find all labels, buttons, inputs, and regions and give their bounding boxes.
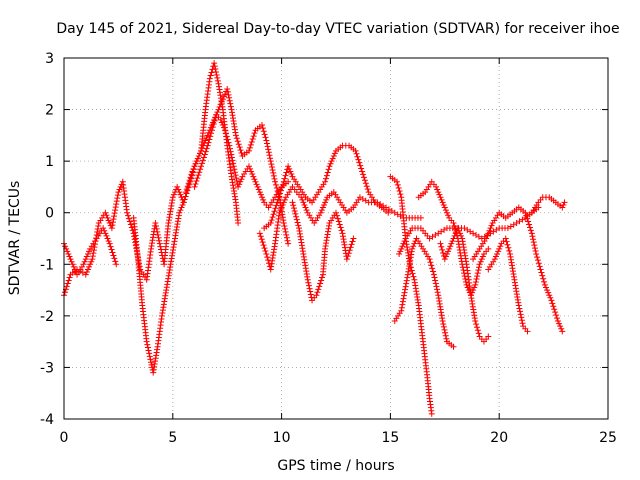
series-arc-16 [528, 194, 568, 216]
series-arc-14 [470, 204, 566, 335]
series-arc-5 [191, 111, 292, 211]
y-tick-label: 0 [45, 206, 54, 222]
x-tick-label: 5 [168, 430, 177, 446]
data-point-markers [528, 194, 568, 216]
x-tick-label: 0 [60, 430, 69, 446]
series-arc-12 [437, 225, 492, 345]
data-point-markers [191, 111, 292, 211]
y-tick-label: -4 [40, 412, 54, 428]
plot-frame [63, 57, 609, 420]
x-tick-label: 20 [490, 430, 508, 446]
series-marks [61, 60, 568, 417]
y-axis-label: SDTVAR / TECUs [7, 181, 23, 296]
ticks: 0 5 10 15 20 25 -4 -3 -2 -1 0 1 2 3 [40, 51, 617, 446]
x-tick-label: 10 [273, 430, 291, 446]
data-point-markers [130, 60, 242, 376]
y-tick-label: -1 [40, 257, 54, 273]
data-point-markers [261, 142, 392, 232]
data-point-markers [485, 235, 531, 335]
series-arc-7 [256, 183, 424, 273]
series-arc-6 [261, 142, 392, 232]
series-arc-8 [289, 199, 357, 304]
y-tick-label: 1 [45, 154, 54, 170]
y-tick-label: -3 [40, 360, 54, 376]
series-arc-9 [387, 173, 435, 417]
y-tick-label: -2 [40, 309, 54, 325]
grid [64, 58, 608, 419]
data-point-markers [391, 235, 457, 350]
y-tick-label: 2 [45, 103, 54, 119]
data-point-markers [289, 199, 357, 304]
x-tick-label: 15 [381, 430, 399, 446]
data-point-markers [470, 204, 566, 335]
data-point-markers [415, 178, 492, 299]
series-arc-11 [415, 178, 492, 299]
series-arc-3 [130, 60, 242, 376]
x-tick-label: 25 [599, 430, 617, 446]
y-tick-label: 3 [45, 51, 54, 67]
data-point-markers [437, 225, 492, 345]
chart-title: Day 145 of 2021, Sidereal Day-to-day VTE… [56, 21, 619, 37]
data-point-markers [256, 183, 424, 273]
data-point-markers [387, 173, 435, 417]
x-axis-label: GPS time / hours [277, 458, 394, 474]
series-arc-15 [485, 235, 531, 335]
series-arc-10 [391, 235, 457, 350]
